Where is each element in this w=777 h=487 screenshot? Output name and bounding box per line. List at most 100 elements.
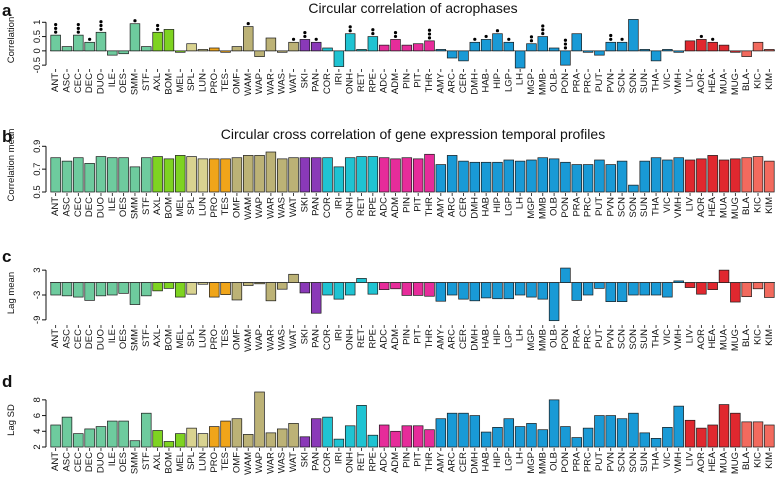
bar-asc [61,416,73,448]
x-tick-label-olb: OLB [549,452,560,471]
panel-b-xticks: ANT ASC CEC DEC DUO ILE OES SMM STF AXL BOM MEL SPL L… [50,193,775,220]
panel-a-letter: a [2,1,12,20]
bar-omf [231,157,243,193]
bar-tha [650,50,662,62]
bar-lh [514,282,526,296]
bar-ski [299,282,311,294]
bar-rpe [367,282,379,295]
x-tick-label-vic: VIC [662,452,673,468]
significance-dot [76,26,80,30]
bar-adc [378,44,390,52]
significance-dot [393,31,398,35]
bar-dmh [469,161,481,193]
bar-vic [662,159,673,193]
bar-stf [141,46,152,52]
bar-tha [650,282,662,296]
x-tick-label-amy: AMY [435,328,446,349]
x-tick-label-tes: TES [220,73,231,91]
x-tick-label-omf: OMF [231,329,242,350]
x-tick-label-hea: HEA [707,72,718,92]
bar-hea [707,41,718,52]
x-tick-label-mmb: MMB [537,452,548,474]
x-tick-label-iri: IRI [333,197,344,209]
x-tick-label-ski: SKI [299,329,310,344]
bar-tes [220,420,231,448]
x-tick-label-liv: LIV [685,451,696,466]
bar-mgp [526,282,537,298]
x-tick-label-mug: MUG [730,329,741,351]
bar-olb [548,399,560,448]
x-tick-label-bla: BLA [741,328,752,347]
panel-b-title: Circular cross correlation of gene expre… [221,126,605,142]
bar-amy [435,49,447,52]
x-tick-label-cor: COR [322,329,333,350]
bar-pra [571,33,582,52]
x-tick-label-dec: DEC [84,73,95,93]
x-tick-label-amy: AMY [435,196,446,217]
bar-thr [424,429,435,448]
x-tick-label-smm: SMM [129,452,140,474]
y-tick-label: -0.5 [32,57,43,73]
x-tick-label-lh: LH [515,452,526,464]
x-tick-label-smm: SMM [129,197,140,219]
bar-onh [344,33,356,52]
x-tick-label-pra: PRA [571,72,582,92]
x-tick-label-pit: PIT [413,73,424,88]
x-tick-label-asc: ASC [62,452,73,472]
x-tick-label-arc: ARC [447,197,458,217]
x-tick-label-pin: PIN [401,329,412,345]
x-tick-label-cor: COR [322,197,333,218]
significance-dot [156,27,160,31]
bar-pit [412,158,424,193]
x-tick-label-bom: BOM [163,329,174,351]
bar-axl [152,156,163,193]
x-tick-label-vic: VIC [662,329,673,345]
y-tick-label: 0.7 [32,163,43,176]
bar-lgp [503,159,515,193]
bar-kic [752,41,764,52]
bar-hab [480,39,492,52]
bar-prc [582,50,594,53]
bar-kim [764,160,775,193]
significance-dot [54,22,58,27]
x-tick-label-pon: PON [560,329,571,350]
bar-mua [718,269,730,283]
bar-ski [299,157,311,193]
x-tick-label-pro: PRO [209,73,220,94]
bar-wam [243,26,254,52]
x-tick-label-bla: BLA [741,196,752,215]
x-tick-label-liv: LIV [685,196,696,211]
x-tick-label-ile: ILE [107,73,118,87]
x-tick-label-stf: STF [141,73,152,91]
x-tick-label-lun: LUN [197,452,208,471]
significance-dot [711,37,715,41]
x-tick-label-pit: PIT [413,329,424,344]
bar-hab [480,282,492,299]
bar-pit [412,425,424,448]
x-tick-label-hab: HAB [481,452,492,472]
bar-spl [186,282,197,295]
x-tick-label-mua: MUA [719,72,730,94]
bar-kim [764,424,775,448]
bar-ant [50,157,61,193]
x-tick-label-prc: PRC [583,73,594,93]
bar-duo [95,282,107,297]
x-tick-label-dmh: DMH [469,452,480,474]
significance-dot [348,25,352,29]
x-tick-label-hip: HIP [492,329,503,345]
bar-oes [118,50,129,55]
panel-a-bars [50,19,775,69]
x-tick-label-sun: SUN [639,73,650,93]
x-tick-label-tes: TES [220,197,231,215]
x-tick-label-mel: MEL [175,197,186,217]
x-tick-label-iri: IRI [333,73,344,85]
bar-pon [560,161,571,193]
x-tick-label-wap: WAP [254,452,265,473]
significance-dot [529,35,534,39]
x-tick-label-vmh: VMH [673,452,684,473]
x-tick-label-sun: SUN [639,329,650,349]
x-tick-label-son: SON [628,452,639,473]
x-tick-label-hip: HIP [492,452,503,468]
x-tick-label-amy: AMY [435,451,446,472]
bar-was [277,428,288,448]
